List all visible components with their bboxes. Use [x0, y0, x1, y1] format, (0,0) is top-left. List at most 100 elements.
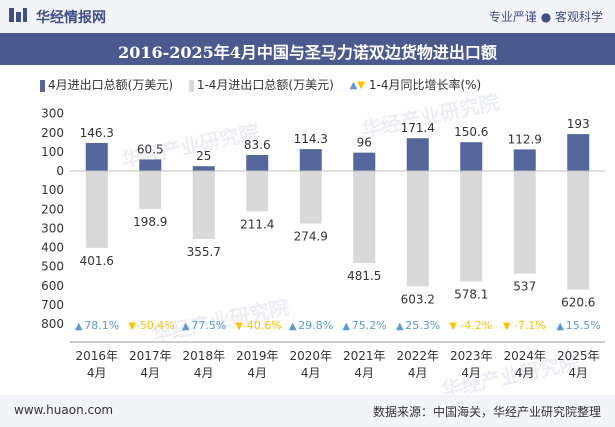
- x-tick-label: 4月: [140, 366, 160, 380]
- legend-item-april: 4月进出口总额(万美元): [40, 76, 173, 93]
- tagline: 专业严谨 ● 客观科学: [488, 10, 603, 24]
- brand-name: 华经情报网: [36, 10, 106, 26]
- april-value-label: 150.6: [454, 125, 488, 139]
- april-value-label: 193: [567, 117, 590, 131]
- growth-up-marker: ▲: [342, 321, 350, 332]
- growth-down-marker: ▼: [128, 321, 136, 332]
- april-bar: [299, 149, 322, 171]
- growth-down-marker: ▼: [235, 321, 243, 332]
- y-tick-label: 100: [41, 145, 64, 159]
- x-tick-label: 4月: [408, 366, 428, 380]
- growth-up-marker: ▲: [75, 321, 83, 332]
- x-tick-label: 2023年: [450, 349, 493, 363]
- x-tick-label: 2025年: [557, 349, 600, 363]
- growth-value-label: -50.4%: [136, 319, 175, 332]
- april-value-label: 114.3: [294, 132, 328, 146]
- april-bar: [139, 159, 162, 171]
- ytd-value-label: 274.9: [294, 230, 328, 244]
- legend-swatch-ytd: [188, 79, 194, 92]
- y-tick-label: 700: [41, 298, 64, 312]
- growth-value-label: 15.5%: [566, 319, 601, 332]
- x-tick-label: 4月: [301, 366, 321, 380]
- legend-item-growth: ▲▼ 1-4月同比增长率(%): [350, 76, 482, 93]
- legend: 4月进出口总额(万美元) 1-4月进出口总额(万美元) ▲▼ 1-4月同比增长率…: [40, 76, 493, 93]
- logo-icon: [9, 8, 27, 22]
- april-bar: [567, 134, 590, 171]
- y-tick-label: 500: [41, 260, 64, 274]
- ytd-value-label: 401.6: [80, 254, 114, 268]
- y-tick-label: 100: [41, 183, 64, 197]
- ytd-bar: [513, 171, 536, 274]
- ytd-value-label: 537: [513, 280, 536, 294]
- ytd-value-label: 355.7: [187, 245, 221, 259]
- x-tick-label: 2021年: [343, 349, 386, 363]
- x-tick-label: 2017年: [129, 349, 172, 363]
- april-value-label: 146.3: [80, 126, 114, 140]
- ytd-bar: [567, 171, 590, 290]
- ytd-bar: [353, 171, 376, 264]
- growth-up-marker: ▲: [396, 321, 404, 332]
- x-tick-label: 2018年: [182, 349, 225, 363]
- ytd-value-label: 481.5: [347, 269, 381, 283]
- x-tick-label: 2020年: [289, 349, 332, 363]
- ytd-value-label: 603.2: [401, 292, 435, 306]
- april-bar: [406, 138, 429, 171]
- april-value-label: 96: [357, 136, 372, 150]
- legend-label-ytd: 1-4月进出口总额(万美元): [196, 78, 334, 92]
- chart-title: 2016-2025年4月中国与圣马力诺双边货物进出口额: [118, 43, 497, 62]
- legend-label-april: 4月进出口总额(万美元): [48, 78, 173, 92]
- triangle-up-icon: ▲: [349, 80, 358, 91]
- ytd-bar: [85, 171, 108, 248]
- april-value-label: 83.6: [244, 138, 271, 152]
- growth-value-label: 75.2%: [352, 319, 387, 332]
- x-tick-label: 4月: [568, 366, 588, 380]
- april-bar: [513, 149, 536, 171]
- ytd-bar: [139, 171, 162, 210]
- ytd-bar: [406, 171, 429, 287]
- y-tick-label: 800: [41, 317, 64, 331]
- y-tick-label: 0: [56, 164, 64, 178]
- april-value-label: 112.9: [508, 132, 542, 146]
- ytd-value-label: 198.9: [133, 215, 167, 229]
- april-bar: [246, 155, 269, 171]
- growth-value-label: -4.2%: [460, 319, 492, 332]
- growth-value-label: 77.5%: [191, 319, 226, 332]
- growth-down-marker: ▼: [449, 321, 457, 332]
- y-tick-label: 200: [41, 202, 64, 216]
- growth-value-label: 29.8%: [298, 319, 333, 332]
- april-bar: [460, 142, 483, 171]
- ytd-bar: [299, 171, 322, 224]
- x-tick-label: 2024年: [503, 349, 546, 363]
- website-link[interactable]: www.huaon.com: [14, 403, 114, 417]
- x-tick-label: 4月: [194, 366, 214, 380]
- april-value-label: 171.4: [401, 121, 435, 135]
- growth-value-label: 25.3%: [405, 319, 440, 332]
- ytd-value-label: 578.1: [454, 288, 488, 302]
- y-tick-label: 200: [41, 126, 64, 140]
- growth-up-marker: ▲: [556, 321, 564, 332]
- april-value-label: 25: [196, 149, 211, 163]
- legend-swatch-april: [40, 79, 45, 92]
- growth-up-marker: ▲: [182, 321, 190, 332]
- x-tick-label: 4月: [354, 366, 374, 380]
- april-value-label: 60.5: [137, 142, 164, 156]
- ytd-bar: [192, 171, 215, 240]
- ytd-bar: [246, 171, 269, 212]
- ytd-value-label: 211.4: [240, 217, 274, 231]
- april-bar: [192, 166, 215, 171]
- legend-item-ytd: 1-4月进出口总额(万美元): [188, 76, 334, 93]
- top-bar: 华经情报网 专业严谨 ● 客观科学: [0, 0, 615, 33]
- legend-label-growth: 1-4月同比增长率(%): [368, 78, 482, 92]
- footer: www.huaon.com 数据来源：中国海关，华经产业研究院整理: [0, 395, 615, 427]
- x-tick-label: 2016年: [75, 349, 118, 363]
- x-tick-label: 2019年: [236, 349, 279, 363]
- ytd-bar: [460, 171, 483, 282]
- x-tick-label: 4月: [461, 366, 481, 380]
- x-tick-label: 4月: [515, 366, 535, 380]
- y-tick-label: 400: [41, 241, 64, 255]
- growth-down-marker: ▼: [503, 321, 511, 332]
- growth-value-label: -40.6%: [243, 319, 282, 332]
- title-bar: 2016-2025年4月中国与圣马力诺双边货物进出口额: [0, 33, 615, 65]
- april-bar: [85, 143, 108, 171]
